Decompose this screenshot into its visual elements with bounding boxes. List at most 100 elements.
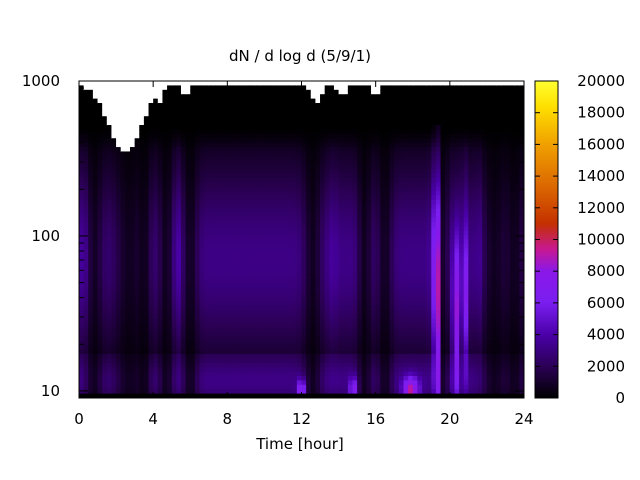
- heatmap-cell: [116, 283, 122, 289]
- heatmap-cell: [273, 129, 279, 135]
- heatmap-cell: [292, 221, 298, 227]
- heatmap-cell: [366, 340, 372, 346]
- heatmap-cell: [255, 349, 261, 355]
- heatmap-cell: [97, 345, 103, 351]
- heatmap-cell: [102, 331, 108, 337]
- heatmap-cell: [180, 296, 187, 302]
- heatmap-cell: [296, 270, 303, 276]
- heatmap-cell: [259, 164, 266, 170]
- heatmap-cell: [129, 393, 136, 398]
- heatmap-cell: [227, 380, 233, 386]
- heatmap-cell: [129, 186, 136, 192]
- heatmap-cell: [282, 230, 289, 236]
- heatmap-cell: [92, 164, 99, 170]
- heatmap-cell: [139, 270, 145, 276]
- heatmap-cell: [227, 85, 233, 91]
- heatmap-cell: [106, 362, 113, 368]
- heatmap-cell: [204, 261, 210, 267]
- heatmap-cell: [343, 125, 349, 131]
- heatmap-cell: [384, 265, 391, 271]
- heatmap-cell: [148, 384, 154, 390]
- heatmap-cell: [394, 349, 400, 355]
- heatmap-cell: [315, 120, 321, 126]
- heatmap-cell: [213, 296, 219, 302]
- heatmap-cell: [204, 217, 210, 223]
- heatmap-cell: [79, 292, 85, 298]
- heatmap-cell: [153, 125, 159, 131]
- heatmap-cell: [352, 151, 358, 157]
- heatmap-cell: [329, 116, 335, 122]
- heatmap-cell: [389, 239, 395, 245]
- heatmap-cell: [213, 177, 219, 183]
- heatmap-cell: [231, 257, 238, 263]
- heatmap-cell: [176, 384, 182, 390]
- heatmap-cell: [185, 257, 191, 263]
- heatmap-cell: [347, 389, 354, 395]
- heatmap-cell: [190, 169, 196, 175]
- heatmap-cell: [315, 138, 321, 144]
- heatmap-cell: [352, 274, 358, 280]
- heatmap-cell: [106, 327, 113, 333]
- heatmap-cell: [79, 230, 85, 236]
- heatmap-cell: [338, 389, 344, 395]
- heatmap-cell: [111, 287, 117, 293]
- heatmap-cell: [222, 85, 228, 91]
- heatmap-cell: [352, 362, 358, 368]
- heatmap-cell: [227, 243, 233, 249]
- heatmap-cell: [111, 120, 117, 126]
- heatmap-cell: [329, 274, 335, 280]
- heatmap-cell: [389, 164, 395, 170]
- heatmap-cell: [129, 195, 136, 201]
- heatmap-cell: [347, 177, 354, 183]
- heatmap-cell: [394, 362, 400, 368]
- heatmap-cell: [218, 292, 224, 298]
- heatmap-cell: [296, 85, 303, 91]
- heatmap-cell: [204, 85, 210, 91]
- heatmap-cell: [259, 239, 266, 245]
- heatmap-cell: [241, 230, 247, 236]
- heatmap-cell: [255, 239, 261, 245]
- heatmap-cell: [366, 111, 372, 117]
- heatmap-cell: [116, 309, 122, 315]
- heatmap-cell: [102, 279, 108, 285]
- heatmap-cell: [389, 375, 395, 381]
- heatmap-cell: [139, 265, 145, 271]
- heatmap-cell: [264, 177, 270, 183]
- heatmap-cell: [227, 182, 233, 188]
- heatmap-cell: [366, 358, 372, 364]
- heatmap-cell: [301, 292, 307, 298]
- heatmap-cell: [352, 261, 358, 267]
- heatmap-cell: [333, 340, 340, 346]
- heatmap-cell: [97, 208, 103, 214]
- heatmap-cell: [245, 221, 252, 227]
- heatmap-cell: [116, 331, 122, 337]
- heatmap-cell: [111, 81, 117, 86]
- heatmap-cell: [394, 292, 400, 298]
- heatmap-cell: [218, 81, 224, 86]
- heatmap-cell: [194, 389, 201, 395]
- heatmap-cell: [120, 186, 126, 192]
- heatmap-cell: [287, 182, 293, 188]
- heatmap-cell: [343, 353, 349, 359]
- heatmap-cell: [301, 155, 307, 161]
- heatmap-cell: [120, 89, 126, 95]
- heatmap-cell: [278, 81, 284, 86]
- heatmap-cell: [315, 164, 321, 170]
- heatmap-cell: [371, 358, 377, 364]
- heatmap-cell: [171, 375, 177, 381]
- heatmap-cell: [259, 177, 266, 183]
- heatmap-cell: [111, 195, 117, 201]
- heatmap-cell: [259, 147, 266, 153]
- heatmap-cell: [120, 138, 126, 144]
- heatmap-cell: [125, 327, 131, 333]
- heatmap-cell: [282, 107, 289, 113]
- heatmap-cell: [102, 340, 108, 346]
- heatmap-cell: [102, 186, 108, 192]
- heatmap-cell: [116, 182, 122, 188]
- heatmap-cell: [366, 248, 372, 254]
- heatmap-cell: [218, 323, 224, 329]
- heatmap-cell: [352, 111, 358, 117]
- heatmap-cell: [97, 89, 103, 95]
- heatmap-cell: [301, 239, 307, 245]
- heatmap-cell: [157, 177, 164, 183]
